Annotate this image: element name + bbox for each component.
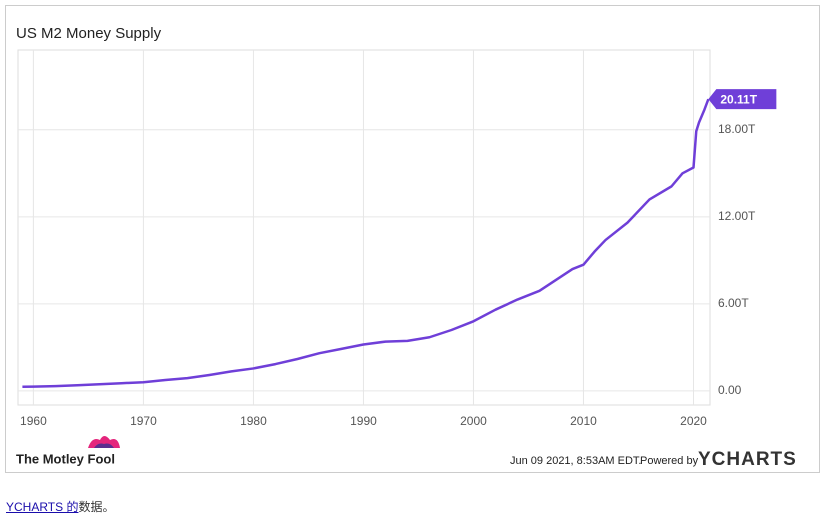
left-logo: The Motley Fool [16,451,115,466]
y-tick-label: 18.00T [718,122,756,136]
timestamp: Jun 09 2021, 8:53AM EDT. [510,455,641,467]
last-value-label: 20.11T [720,92,757,106]
y-tick-label: 12.00T [718,209,756,223]
attribution: YCHARTS 的数据。 [6,498,114,515]
plot-area [17,49,711,406]
last-value-flag [708,89,777,110]
x-tick-label: 2010 [570,414,597,428]
x-tick-label: 1970 [130,414,157,428]
source-link[interactable]: YCHARTS 的 [6,500,79,514]
source-suffix: 数据。 [78,500,115,514]
motley-fool-logo [88,436,120,448]
right-logo[interactable]: YCHARTS [698,449,797,470]
x-tick-label: 1960 [20,414,47,428]
y-tick-label: 0.00 [718,383,742,397]
chart: US M2 Money Supply The Motley Fool Jun 0… [5,5,820,473]
powered-by: Powered by [640,455,699,467]
data-line [22,98,710,388]
x-tick-label: 2000 [460,414,487,428]
y-tick-label: 6.00T [718,296,749,310]
chart-title: US M2 Money Supply [16,25,162,42]
chart-frame [5,5,820,473]
x-tick-label: 2020 [680,414,707,428]
x-tick-label: 1990 [350,414,377,428]
x-tick-label: 1980 [240,414,267,428]
